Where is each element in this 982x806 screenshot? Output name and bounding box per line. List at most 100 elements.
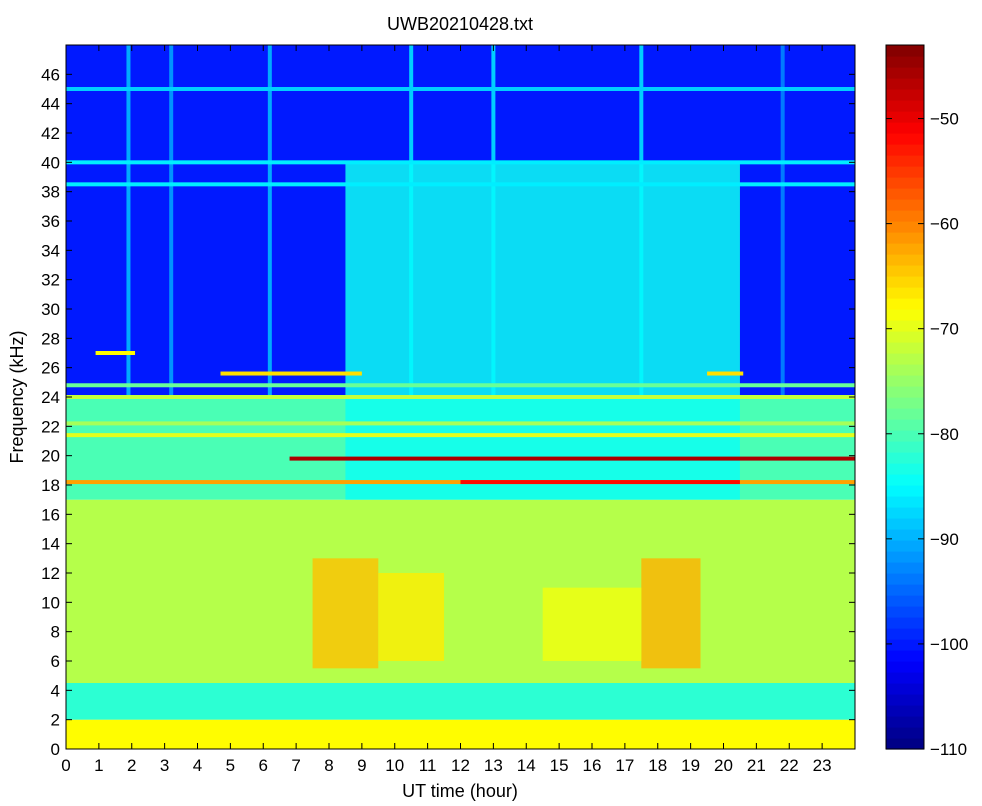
colorbar-step (886, 309, 924, 321)
x-tick-label: 16 (583, 756, 602, 775)
colorbar-step (886, 254, 924, 266)
background-band (66, 683, 855, 720)
y-tick-label: 18 (41, 476, 60, 495)
colorbar-step (886, 353, 924, 365)
tonal-line (66, 182, 855, 187)
x-tick-label: 21 (747, 756, 766, 775)
colorbar-step (886, 232, 924, 244)
y-tick-label: 16 (41, 505, 60, 524)
x-tick-label: 7 (291, 756, 300, 775)
colorbar-step (886, 540, 924, 552)
y-tick-label: 24 (41, 388, 60, 407)
y-tick-label: 40 (41, 153, 60, 172)
colorbar-step (886, 188, 924, 200)
background-band (66, 499, 855, 683)
colorbar-step (886, 210, 924, 222)
y-tick-label: 12 (41, 564, 60, 583)
x-tick-label: 1 (94, 756, 103, 775)
colorbar-step (886, 694, 924, 706)
colorbar-step (886, 496, 924, 508)
x-tick-label: 4 (193, 756, 202, 775)
colorbar-step (886, 507, 924, 519)
y-tick-label: 4 (51, 681, 60, 700)
colorbar-step (886, 375, 924, 387)
tonal-line (66, 395, 855, 399)
colorbar-step (886, 67, 924, 79)
vertical-streak (780, 45, 785, 397)
colorbar-step (886, 551, 924, 563)
colorbar-step (886, 89, 924, 101)
y-tick-label: 14 (41, 535, 60, 554)
y-tick-label: 42 (41, 124, 60, 143)
tonal-line (66, 87, 855, 91)
colorbar-step (886, 518, 924, 530)
colorbar-tick-label: −50 (930, 110, 959, 129)
x-tick-label: 9 (357, 756, 366, 775)
hotspot (378, 573, 445, 661)
colorbar-step (886, 265, 924, 277)
colorbar-step (886, 639, 924, 651)
colorbar-step (886, 606, 924, 618)
colorbar-step (886, 243, 924, 255)
colorbar-step (886, 386, 924, 398)
colorbar-tick-label: −90 (930, 530, 959, 549)
colorbar-step (886, 78, 924, 90)
y-tick-label: 10 (41, 593, 60, 612)
colorbar-step (886, 485, 924, 497)
tonal-line (707, 371, 744, 376)
colorbar-step (886, 144, 924, 156)
colorbar-step (886, 595, 924, 607)
vertical-streak (126, 45, 131, 397)
colorbar-step (886, 628, 924, 640)
x-tick-label: 19 (681, 756, 700, 775)
colorbar-step (886, 727, 924, 739)
colorbar-step (886, 56, 924, 68)
chart-title: UWB20210428.txt (387, 14, 533, 34)
colorbar-step (886, 661, 924, 673)
x-tick-label: 0 (61, 756, 70, 775)
x-tick-label: 12 (451, 756, 470, 775)
colorbar-frame (885, 44, 925, 750)
colorbar-step (886, 617, 924, 629)
y-tick-label: 0 (51, 740, 60, 759)
colorbar-step (886, 419, 924, 431)
tonal-line (66, 421, 855, 426)
y-tick-label: 38 (41, 183, 60, 202)
colorbar-tick-label: −80 (930, 425, 959, 444)
colorbar-step (886, 331, 924, 343)
tonal-line (66, 433, 855, 438)
vertical-streak (169, 45, 174, 397)
tonal-line (460, 480, 740, 485)
heatmap-plot-area (66, 45, 855, 749)
colorbar-step (886, 364, 924, 376)
vertical-streak (639, 45, 644, 397)
colorbar-step (886, 716, 924, 728)
colorbar-step (886, 430, 924, 442)
x-tick-label: 14 (517, 756, 536, 775)
colorbar-step (886, 155, 924, 167)
hotspot (542, 587, 642, 661)
y-tick-label: 6 (51, 652, 60, 671)
x-tick-label: 17 (615, 756, 634, 775)
colorbar-step (886, 276, 924, 288)
colorbar-step (886, 650, 924, 662)
x-tick-label: 6 (259, 756, 268, 775)
colorbar-step (886, 705, 924, 717)
colorbar-step (886, 199, 924, 211)
x-tick-label: 8 (324, 756, 333, 775)
colorbar-tick-label: −60 (930, 215, 959, 234)
x-tick-label: 11 (419, 756, 437, 775)
x-tick-label: 13 (484, 756, 503, 775)
colorbar-step (886, 166, 924, 178)
colorbar-step (886, 683, 924, 695)
y-tick-label: 44 (41, 95, 60, 114)
colorbar (886, 45, 924, 750)
tonal-line (66, 160, 855, 165)
tonal-line (66, 383, 855, 388)
y-tick-label: 34 (41, 241, 60, 260)
colorbar-step (886, 672, 924, 684)
hotspot (641, 558, 701, 669)
tonal-line (289, 456, 855, 461)
colorbar-step (886, 342, 924, 354)
colorbar-step (886, 529, 924, 541)
